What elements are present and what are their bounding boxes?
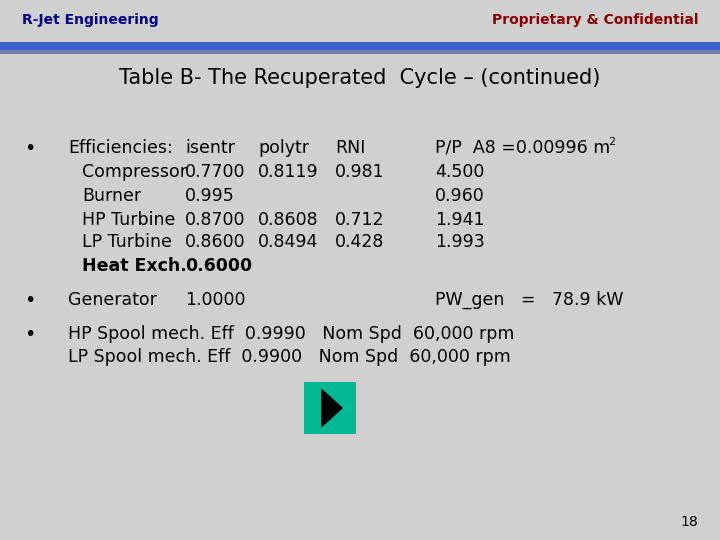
Text: 0.981: 0.981	[335, 163, 384, 181]
Text: RNI: RNI	[335, 139, 365, 157]
Text: Proprietary & Confidential: Proprietary & Confidential	[492, 13, 698, 27]
Text: 0.8600: 0.8600	[185, 233, 246, 251]
Text: HP Turbine: HP Turbine	[82, 211, 176, 229]
Text: 0.995: 0.995	[185, 187, 235, 205]
Text: •: •	[24, 138, 35, 158]
Text: 18: 18	[680, 515, 698, 529]
Bar	[0, 50, 720, 54]
Text: 0.8494: 0.8494	[258, 233, 318, 251]
Text: LP Spool mech. Eff  0.9900   Nom Spd  60,000 rpm: LP Spool mech. Eff 0.9900 Nom Spd 60,000…	[68, 348, 510, 366]
Text: 0.6000: 0.6000	[185, 257, 252, 275]
Text: 4.500: 4.500	[435, 163, 485, 181]
Text: 0.960: 0.960	[435, 187, 485, 205]
Text: •: •	[24, 291, 35, 309]
Text: 0.7700: 0.7700	[185, 163, 246, 181]
Bar	[0, 42, 720, 50]
Bar	[304, 382, 356, 434]
Text: 0.428: 0.428	[335, 233, 384, 251]
Text: Heat Exch.: Heat Exch.	[82, 257, 186, 275]
Text: 0.8700: 0.8700	[185, 211, 246, 229]
Text: polytr: polytr	[258, 139, 309, 157]
Text: Table B- The Recuperated  Cycle – (continued): Table B- The Recuperated Cycle – (contin…	[120, 68, 600, 88]
Bar	[0, 0, 720, 40]
Text: 0.8608: 0.8608	[258, 211, 319, 229]
Text: 1.941: 1.941	[435, 211, 485, 229]
Text: •: •	[24, 325, 35, 343]
Text: 0.8119: 0.8119	[258, 163, 319, 181]
Text: HP Spool mech. Eff  0.9990   Nom Spd  60,000 rpm: HP Spool mech. Eff 0.9990 Nom Spd 60,000…	[68, 325, 514, 343]
Polygon shape	[321, 388, 343, 428]
Text: Generator: Generator	[68, 291, 157, 309]
Text: Burner: Burner	[82, 187, 141, 205]
Text: isentr: isentr	[185, 139, 235, 157]
Text: P/P  A8 =0.00996 m: P/P A8 =0.00996 m	[435, 139, 611, 157]
Text: 1.0000: 1.0000	[185, 291, 246, 309]
Text: PW_gen   =   78.9 kW: PW_gen = 78.9 kW	[435, 291, 624, 309]
Text: R-Jet Engineering: R-Jet Engineering	[22, 13, 158, 27]
Text: LP Turbine: LP Turbine	[82, 233, 172, 251]
Text: Compressor: Compressor	[82, 163, 187, 181]
Text: 0.712: 0.712	[335, 211, 384, 229]
Text: Efficiencies:: Efficiencies:	[68, 139, 173, 157]
Text: 1.993: 1.993	[435, 233, 485, 251]
Text: 2: 2	[608, 137, 615, 147]
